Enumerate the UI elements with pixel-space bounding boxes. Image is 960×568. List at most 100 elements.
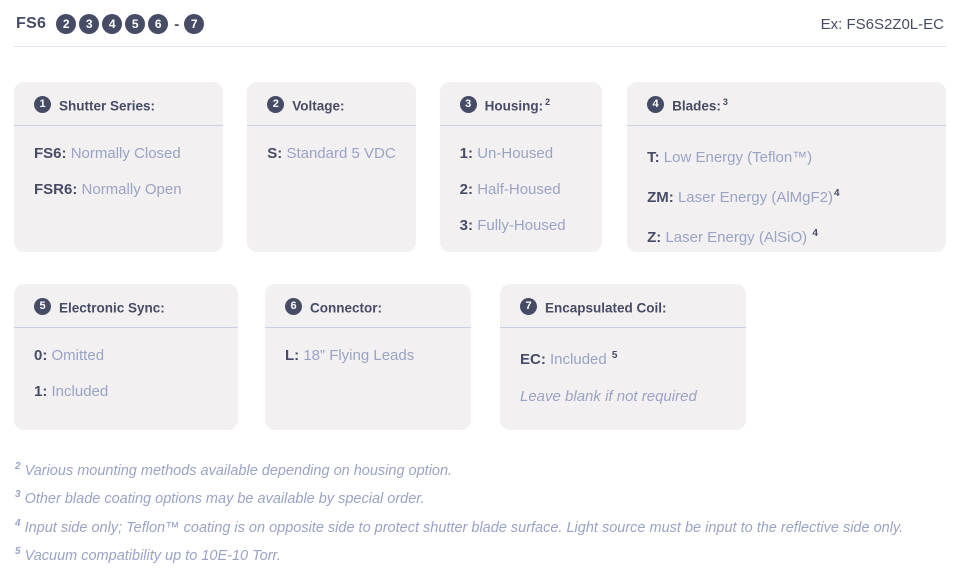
option-code: EC: bbox=[520, 350, 546, 368]
option-text: Fully-Housed bbox=[477, 216, 566, 234]
option-code: 1: bbox=[34, 382, 48, 400]
option-row: S: Standard 5 VDC bbox=[267, 145, 395, 162]
option-row: ZM: Laser Energy (AlMgF2)4 bbox=[647, 185, 926, 206]
card-blades: 4 Blades: 3 T: Low Energy (Teflon™) ZM: L… bbox=[627, 82, 946, 252]
card-body: FS6: Normally Closed FSR6: Normally Open bbox=[14, 145, 223, 198]
cards-row-1: 1 Shutter Series: FS6: Normally Closed F… bbox=[14, 82, 946, 252]
step-7-badge: 7 bbox=[520, 297, 537, 315]
step-3-badge: 3 bbox=[459, 95, 477, 113]
part-number-header: FS6 2 3 4 5 6 - 7 Ex: FS6S2Z0L-EC bbox=[14, 10, 946, 46]
footnote-text: Input side only; Teflon™ coating is on o… bbox=[24, 519, 904, 536]
card-housing: 3 Housing: 2 1: Un-Housed 2: Half-Housed … bbox=[439, 82, 603, 252]
position-badge-3: 3 bbox=[79, 14, 100, 34]
card-header: 2 Voltage: bbox=[247, 82, 415, 125]
card-title: Electronic Sync: bbox=[59, 295, 167, 318]
card-title: Housing: 2 bbox=[485, 93, 551, 116]
card-title-text: Encapsulated Coil: bbox=[545, 300, 667, 316]
card-divider bbox=[439, 124, 603, 126]
option-sup: 4 bbox=[812, 227, 818, 239]
card-body: EC: Included 5 Leave blank if not requir… bbox=[500, 347, 746, 405]
option-text: Normally Closed bbox=[70, 144, 181, 162]
option-text: Half-Housed bbox=[477, 180, 561, 198]
position-badge-7: 7 bbox=[184, 14, 205, 34]
footnote-text: Vacuum compatibility up to 10E-10 Torr. bbox=[24, 547, 281, 564]
option-text: Standard 5 VDC bbox=[286, 144, 396, 162]
option-code: ZM: bbox=[647, 188, 674, 206]
footnote-marker: 2 bbox=[15, 461, 21, 472]
card-title: Blades: 3 bbox=[672, 93, 728, 116]
option-code: FS6: bbox=[34, 144, 67, 162]
position-badge-2: 2 bbox=[56, 14, 77, 34]
card-title-text: Connector: bbox=[310, 300, 382, 316]
option-row: FSR6: Normally Open bbox=[34, 181, 203, 198]
step-1-badge: 1 bbox=[34, 95, 51, 113]
step-2-badge: 2 bbox=[267, 95, 285, 113]
option-text: Included bbox=[550, 350, 607, 368]
option-row: L: 18” Flying Leads bbox=[285, 347, 451, 364]
option-text: Laser Energy (AlSiO) bbox=[665, 228, 808, 246]
card-title: Connector: bbox=[310, 295, 384, 318]
card-divider bbox=[14, 124, 224, 126]
card-title-text: Blades: bbox=[672, 98, 721, 114]
footnote-3: 3 Other blade coating options may be avai… bbox=[15, 483, 946, 511]
footnote-marker: 4 bbox=[15, 517, 21, 529]
option-code: 2: bbox=[459, 180, 474, 198]
card-divider bbox=[500, 326, 746, 328]
card-title-sup: 2 bbox=[545, 97, 551, 107]
option-row: 1: Included bbox=[34, 383, 218, 400]
series-prefix: FS6 bbox=[16, 15, 47, 32]
footnote-marker: 3 bbox=[15, 489, 21, 501]
card-body: S: Standard 5 VDC bbox=[247, 145, 415, 162]
part-number-code: FS6 2 3 4 5 6 - 7 bbox=[16, 14, 207, 34]
position-badge-6: 6 bbox=[148, 14, 169, 34]
option-row: EC: Included 5 bbox=[520, 347, 726, 368]
option-row: Z: Laser Energy (AlSiO) 4 bbox=[647, 225, 926, 246]
option-code: 0: bbox=[34, 346, 48, 364]
card-title-sup: 3 bbox=[722, 97, 728, 107]
card-voltage: 2 Voltage: S: Standard 5 VDC bbox=[247, 82, 416, 252]
footnote-marker: 5 bbox=[15, 545, 21, 557]
cards-row-2: 5 Electronic Sync: 0: Omitted 1: Include… bbox=[14, 284, 946, 430]
position-badge-4: 4 bbox=[102, 14, 123, 34]
code-separator: - bbox=[174, 15, 180, 33]
card-divider bbox=[14, 326, 238, 328]
card-body: 1: Un-Housed 2: Half-Housed 3: Fully-Hou… bbox=[440, 145, 602, 234]
example-part-number: Ex: FS6S2Z0L-EC bbox=[820, 15, 944, 33]
card-title-text: Housing: bbox=[484, 98, 544, 114]
footnote-4: 4 Input side only; Teflon™ coating is on … bbox=[15, 512, 946, 540]
footnote-text: Other blade coating options may be avail… bbox=[24, 491, 425, 508]
option-code: T: bbox=[647, 148, 660, 166]
card-header: 4 Blades: 3 bbox=[627, 82, 946, 125]
card-shutter-series: 1 Shutter Series: FS6: Normally Closed F… bbox=[14, 82, 224, 252]
option-code: L: bbox=[285, 346, 300, 364]
option-text: Normally Open bbox=[81, 180, 182, 198]
card-title: Shutter Series: bbox=[59, 93, 157, 116]
card-header: 5 Electronic Sync: bbox=[14, 284, 238, 327]
step-4-badge: 4 bbox=[647, 95, 665, 113]
card-header: 6 Connector: bbox=[265, 284, 471, 327]
option-row: T: Low Energy (Teflon™) bbox=[647, 145, 926, 166]
card-divider bbox=[265, 326, 471, 328]
card-title-text: Shutter Series: bbox=[59, 98, 156, 114]
option-code: 1: bbox=[459, 144, 474, 162]
card-connector: 6 Connector: L: 18” Flying Leads bbox=[265, 284, 471, 430]
card-divider bbox=[247, 124, 416, 126]
option-text: 18” Flying Leads bbox=[303, 346, 415, 364]
card-header: 1 Shutter Series: bbox=[14, 82, 223, 125]
card-encapsulated-coil: 7 Encapsulated Coil: EC: Included 5 Leav… bbox=[500, 284, 746, 430]
card-body: L: 18” Flying Leads bbox=[265, 347, 471, 364]
card-header: 3 Housing: 2 bbox=[440, 82, 602, 125]
option-row: 2: Half-Housed bbox=[460, 181, 582, 198]
option-text: Omitted bbox=[51, 346, 105, 364]
card-header: 7 Encapsulated Coil: bbox=[500, 284, 746, 327]
option-text: Un-Housed bbox=[477, 144, 554, 162]
card-title: Encapsulated Coil: bbox=[545, 295, 669, 318]
footnote-text: Various mounting methods available depen… bbox=[24, 462, 453, 479]
step-5-badge: 5 bbox=[34, 297, 51, 315]
card-divider bbox=[627, 124, 946, 126]
card-title-text: Electronic Sync: bbox=[59, 300, 165, 316]
footnotes: 2 Various mounting methods available depe… bbox=[14, 455, 946, 568]
option-row: 0: Omitted bbox=[34, 347, 218, 364]
option-code: 3: bbox=[459, 216, 474, 234]
